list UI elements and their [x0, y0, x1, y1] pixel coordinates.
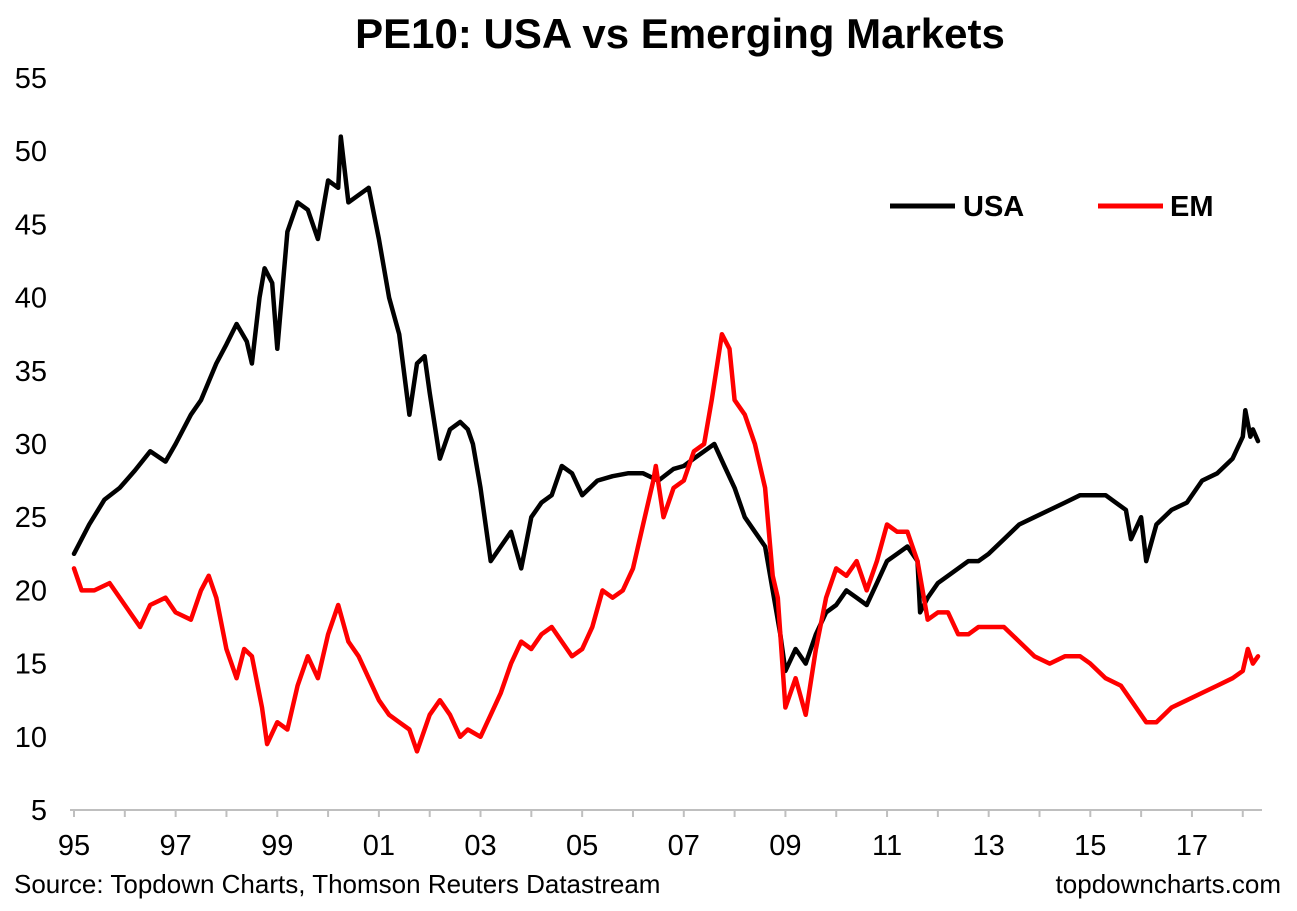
legend-em-label: EM — [1170, 191, 1214, 223]
x-tick-label: 09 — [769, 830, 801, 862]
y-tick-label: 25 — [15, 502, 47, 534]
y-tick-label: 40 — [15, 283, 47, 315]
x-tick-label: 11 — [872, 830, 902, 862]
x-tick-label: 15 — [1074, 830, 1106, 862]
x-tick-label: 01 — [363, 830, 395, 862]
brand-url: topdowncharts.com — [1056, 869, 1281, 899]
x-tick-label: 05 — [566, 830, 598, 862]
x-tick-label: 99 — [261, 830, 293, 862]
x-tick-label: 13 — [973, 830, 1005, 862]
x-tick-label: 95 — [58, 830, 90, 862]
y-tick-label: 35 — [15, 356, 47, 388]
y-tick-label: 15 — [15, 649, 47, 681]
x-axis-ticks: 95 97 99 01 03 05 07 09 11 13 15 17 — [58, 830, 1208, 862]
x-tick-label: 17 — [1176, 830, 1208, 862]
chart-title: PE10: USA vs Emerging Markets — [355, 10, 1005, 57]
source-note: Source: Topdown Charts, Thomson Reuters … — [14, 869, 660, 899]
y-tick-label: 55 — [15, 63, 47, 95]
series-line-em — [71, 331, 1261, 754]
y-tick-label: 10 — [15, 722, 47, 754]
y-tick-label: 5 — [31, 795, 47, 827]
x-axis-tick-marks — [73, 810, 1244, 817]
y-tick-label: 20 — [15, 575, 47, 607]
legend-usa-label: USA — [963, 191, 1024, 223]
x-tick-label: 07 — [668, 830, 700, 862]
x-tick-label: 03 — [464, 830, 496, 862]
y-tick-label: 45 — [15, 209, 47, 241]
y-tick-label: 50 — [15, 136, 47, 168]
series-line-usa — [71, 134, 1261, 674]
x-tick-label: 97 — [159, 830, 191, 862]
y-axis-ticks: 55 50 45 40 35 30 25 20 15 10 5 — [15, 63, 47, 827]
series-lines — [71, 134, 1261, 754]
legend: USA EM — [890, 191, 1214, 223]
y-tick-label: 30 — [15, 429, 47, 461]
